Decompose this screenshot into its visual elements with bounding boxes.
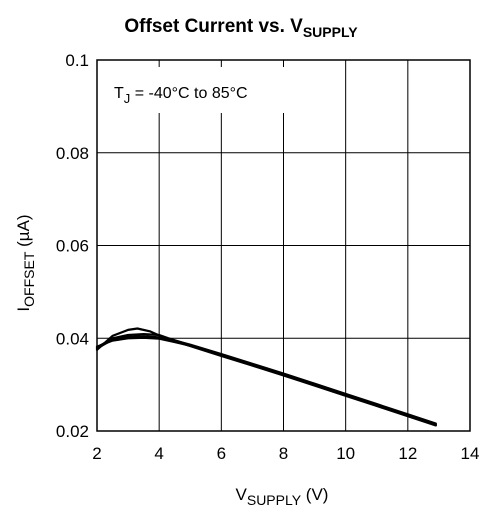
annotation-text: TJ = -40°C to 85°C [114,85,248,106]
y-tick-label: 0.02 [56,422,89,441]
annotation-subscript: J [124,91,131,106]
x-axis-label: VSUPPLY (V) [236,485,329,508]
y-axis-label-unit: (µA) [14,214,33,251]
series-line-4 [95,336,437,427]
y-axis-label-main: I [14,307,33,312]
series-line-2 [95,333,437,426]
x-tick-label: 4 [154,444,163,463]
x-tick-label: 10 [336,444,355,463]
chart-title: Offset Current vs. VSUPPLY [124,16,358,40]
annotation-t: T [114,85,124,102]
y-tick-labels: 0.02 0.04 0.06 0.08 0.1 [56,51,89,441]
chart-title-subscript: SUPPLY [303,24,358,40]
y-tick-label: 0.04 [56,329,89,348]
x-axis-label-unit: (V) [301,485,328,504]
annotation-box: TJ = -40°C to 85°C [101,67,293,113]
annotation-range: = -40°C to 85°C [130,85,247,102]
x-tick-label: 8 [279,444,288,463]
series-line-3 [95,335,437,425]
y-tick-label: 0.08 [56,144,89,163]
chart-title-main: Offset Current vs. V [124,16,303,37]
y-axis-label: IOFFSET (µA) [14,214,37,311]
x-tick-label: 6 [217,444,226,463]
x-axis-label-subscript: SUPPLY [247,492,302,508]
x-tick-label: 2 [92,444,101,463]
annotation-background [101,67,293,113]
plot-frame [96,59,471,432]
x-axis-label-main: V [236,485,248,504]
series-line-1 [95,327,437,427]
y-axis-label-subscript: OFFSET [21,251,37,307]
y-tick-label: 0.06 [56,237,89,256]
data-series [95,327,437,427]
x-tick-label: 12 [398,444,417,463]
y-tick-label: 0.1 [65,51,89,70]
x-tick-label: 14 [461,444,480,463]
x-tick-labels: 2 4 6 8 10 12 14 [92,444,479,463]
